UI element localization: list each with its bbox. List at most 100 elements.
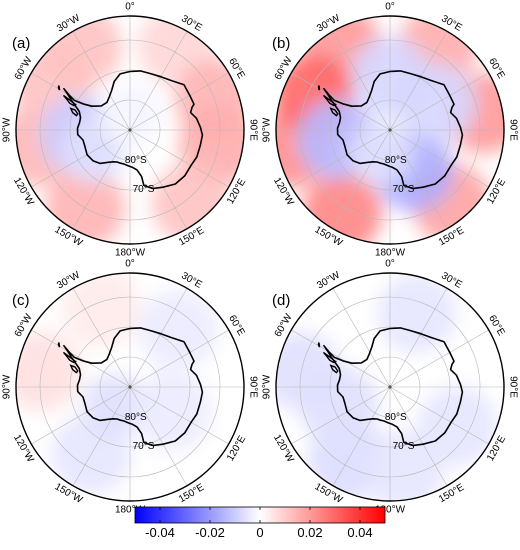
- meridian-line: [291, 329, 391, 388]
- longitude-label: 180°W: [375, 505, 406, 516]
- panel-label: (a): [12, 35, 30, 52]
- island-outline: [57, 342, 61, 348]
- colorbar-tick-label: 0: [256, 525, 263, 540]
- map-panels: 80°S70°S0°30°E60°E90°E120°E150°E180°W150…: [2, 2, 519, 516]
- longitude-label: 0°: [385, 2, 395, 13]
- colorbar-ticks: -0.04 -0.02 0 0.02 0.04: [145, 507, 373, 540]
- antarctica-coastline: [63, 327, 204, 447]
- meridian-line: [129, 129, 229, 188]
- island-outline: [329, 107, 339, 117]
- latitude-label: 70°S: [393, 441, 415, 452]
- anomaly-blob: [138, 289, 219, 370]
- island-outline: [322, 351, 337, 364]
- longitude-label: 0°: [385, 259, 395, 270]
- island-outline: [69, 364, 79, 374]
- meridian-line: [291, 129, 391, 188]
- meridian-line: [129, 329, 229, 388]
- meridian-line: [72, 129, 131, 229]
- anomaly-blob: [349, 120, 414, 185]
- latitude-label: 80°S: [125, 412, 147, 423]
- meridian-line: [291, 386, 391, 445]
- meridian-line: [389, 288, 448, 388]
- longitude-label: 180°W: [375, 248, 406, 259]
- meridian-line: [72, 31, 131, 131]
- antarctica-coastline: [323, 70, 464, 190]
- meridian-line: [129, 72, 229, 131]
- meridian-line: [129, 386, 229, 445]
- map-boundary: [15, 272, 245, 502]
- island-outline: [322, 94, 337, 107]
- south-pole-marker: [388, 385, 392, 389]
- panel-label: (b): [272, 35, 290, 52]
- anomaly-blob: [376, 273, 457, 354]
- longitude-label: 0°: [125, 259, 135, 270]
- latitude-label: 70°S: [133, 184, 155, 195]
- island-outline: [62, 351, 77, 364]
- map-panel-3: 80°S70°S0°30°E60°E90°E120°E150°E180°W150…: [2, 259, 259, 516]
- meridian-line: [291, 72, 391, 131]
- anomaly-blob: [61, 273, 142, 349]
- meridian-line: [129, 129, 188, 229]
- longitude-label: 90°W: [2, 374, 13, 399]
- longitude-label: 0°: [125, 2, 135, 13]
- island-outline: [317, 342, 321, 348]
- longitude-label: 90°E: [507, 376, 518, 398]
- latitude-label: 70°S: [133, 441, 155, 452]
- south-pole-marker: [388, 128, 392, 132]
- longitude-label: 90°W: [2, 117, 13, 142]
- south-pole-marker: [128, 128, 132, 132]
- colorbar: -0.04 -0.02 0 0.02 0.04: [134, 506, 386, 540]
- island-outline: [329, 364, 339, 374]
- map-panel-4: 80°S70°S0°30°E60°E90°E120°E150°E180°W150…: [262, 259, 519, 516]
- island-outline: [317, 85, 321, 91]
- longitude-label: 90°E: [507, 119, 518, 141]
- meridian-line: [389, 329, 489, 388]
- longitude-label: 180°W: [115, 248, 146, 259]
- island-outline: [62, 94, 77, 107]
- meridian-line: [31, 72, 131, 131]
- antarctica-coastline: [323, 327, 464, 447]
- map-boundary: [275, 15, 505, 245]
- colorbar-tick-label: 0.04: [347, 525, 372, 540]
- meridian-line: [31, 129, 131, 188]
- latitude-label: 80°S: [385, 155, 407, 166]
- meridian-line: [332, 129, 391, 229]
- meridian-line: [389, 31, 448, 131]
- map-panel-2: 80°S70°S0°30°E60°E90°E120°E150°E180°W150…: [262, 2, 519, 259]
- south-pole-marker: [128, 385, 132, 389]
- island-outline: [57, 85, 61, 91]
- panel-label: (d): [272, 292, 290, 309]
- anomaly-field: [276, 16, 504, 244]
- map-boundary: [275, 272, 505, 502]
- meridian-line: [389, 129, 489, 188]
- map-boundary: [15, 15, 245, 245]
- map-panel-1: 80°S70°S0°30°E60°E90°E120°E150°E180°W150…: [2, 2, 259, 259]
- longitude-label: 90°E: [247, 119, 258, 141]
- meridian-line: [31, 386, 131, 445]
- meridian-line: [129, 386, 188, 486]
- meridian-line: [389, 386, 448, 486]
- latitude-label: 70°S: [393, 184, 415, 195]
- longitude-label: 90°W: [262, 374, 273, 399]
- island-outline: [69, 107, 79, 117]
- anomaly-blob: [299, 365, 380, 446]
- meridian-line: [72, 288, 131, 388]
- panel-label: (c): [12, 292, 30, 309]
- meridian-line: [332, 31, 391, 131]
- meridian-line: [332, 288, 391, 388]
- latitude-label: 80°S: [125, 155, 147, 166]
- anomaly-blob: [364, 429, 445, 501]
- meridian-line: [31, 329, 131, 388]
- meridian-line: [129, 31, 188, 131]
- colorbar-tick-label: -0.02: [195, 525, 225, 540]
- longitude-label: 90°E: [247, 376, 258, 398]
- longitude-label: 90°W: [262, 117, 273, 142]
- meridian-line: [72, 386, 131, 486]
- longitude-label: 180°W: [115, 505, 146, 516]
- meridian-line: [389, 386, 489, 445]
- colorbar-tick-label: 0.02: [297, 525, 322, 540]
- anomaly-blob: [82, 373, 147, 438]
- meridian-line: [129, 288, 188, 388]
- meridian-line: [389, 72, 489, 131]
